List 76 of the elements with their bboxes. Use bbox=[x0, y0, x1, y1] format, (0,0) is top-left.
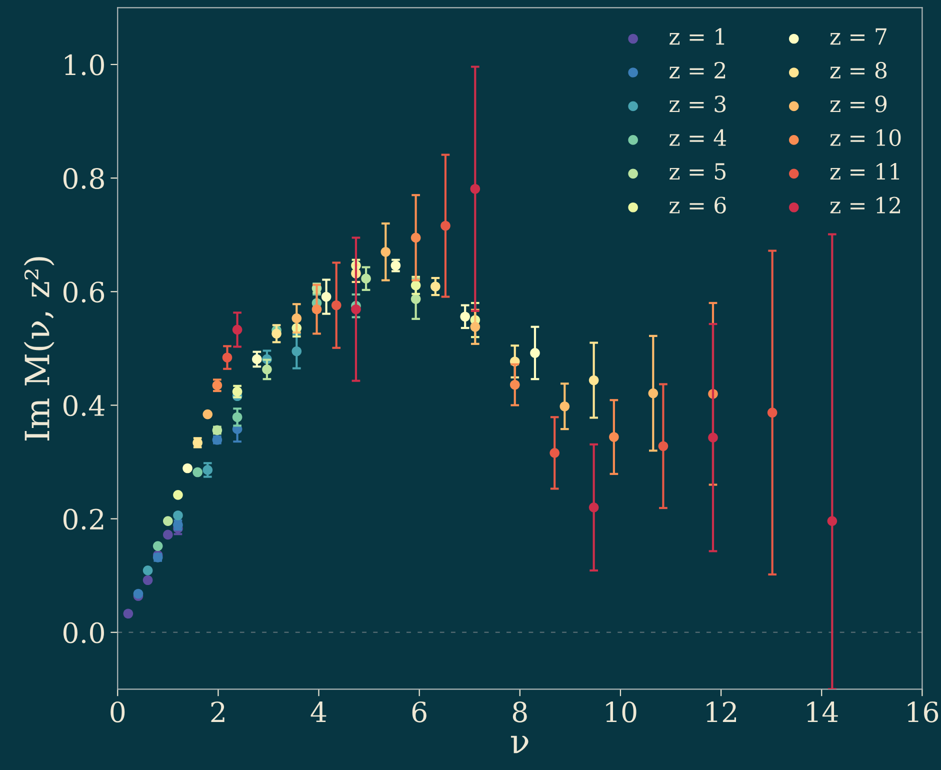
point bbox=[470, 184, 480, 194]
point bbox=[182, 463, 192, 474]
y-axis-title: Im M(ν, z²) bbox=[24, 257, 54, 441]
y-tick-label: 0.0 bbox=[63, 622, 104, 644]
point bbox=[708, 432, 718, 442]
point bbox=[173, 510, 183, 520]
x-tick-label: 14 bbox=[807, 701, 838, 722]
point bbox=[410, 232, 421, 243]
legend-label: z = 10 bbox=[830, 129, 901, 146]
point bbox=[142, 575, 153, 586]
point bbox=[292, 313, 302, 324]
point bbox=[232, 412, 242, 422]
legend-label: z = 9 bbox=[830, 96, 887, 112]
x-axis-title: ν bbox=[510, 736, 528, 754]
point bbox=[192, 467, 202, 478]
x-tick-label: 12 bbox=[706, 701, 736, 722]
point bbox=[560, 401, 570, 412]
legend-label: z = 8 bbox=[830, 62, 887, 79]
point bbox=[588, 375, 599, 386]
point bbox=[351, 304, 361, 314]
point bbox=[530, 348, 540, 358]
y-tick-label: 0.4 bbox=[63, 395, 104, 416]
x-tick-label: 4 bbox=[310, 701, 326, 722]
point bbox=[658, 441, 668, 452]
point bbox=[609, 432, 619, 442]
legend-label: z = 4 bbox=[670, 129, 726, 146]
y-tick-label: 0.8 bbox=[63, 168, 104, 190]
point bbox=[470, 322, 480, 332]
point bbox=[380, 246, 391, 257]
point bbox=[152, 541, 163, 551]
point bbox=[588, 502, 599, 512]
point bbox=[292, 346, 302, 356]
point bbox=[767, 408, 778, 418]
point bbox=[460, 312, 470, 322]
legend-label: z = 12 bbox=[830, 196, 900, 214]
point bbox=[440, 220, 450, 231]
y-tick-label: 0.2 bbox=[63, 508, 104, 530]
point bbox=[272, 328, 282, 339]
point bbox=[410, 280, 421, 290]
point bbox=[331, 300, 342, 310]
point bbox=[123, 608, 134, 619]
x-tick-label: 0 bbox=[110, 701, 125, 722]
point bbox=[222, 352, 232, 362]
legend-label: z = 2 bbox=[670, 62, 726, 78]
point bbox=[410, 294, 421, 304]
x-tick-label: 8 bbox=[512, 701, 527, 722]
x-tick-label: 2 bbox=[211, 701, 224, 722]
point bbox=[163, 530, 173, 540]
point bbox=[202, 465, 213, 475]
point bbox=[550, 448, 560, 458]
point bbox=[232, 324, 242, 335]
point bbox=[312, 304, 322, 314]
legend-label: z = 7 bbox=[830, 28, 886, 45]
x-tick-label: 16 bbox=[908, 701, 938, 722]
point bbox=[133, 588, 144, 599]
point bbox=[252, 354, 262, 364]
point bbox=[173, 490, 183, 500]
legend-label: z = 5 bbox=[670, 163, 726, 180]
legend-label: z = 6 bbox=[670, 196, 726, 214]
x-tick-label: 10 bbox=[606, 701, 636, 722]
point bbox=[202, 409, 213, 420]
legend-label: z = 1 bbox=[670, 28, 724, 45]
x-tick-label: 6 bbox=[412, 701, 426, 722]
point bbox=[361, 274, 371, 284]
point bbox=[262, 364, 272, 374]
point bbox=[321, 292, 332, 302]
y-tick-label: 1.0 bbox=[65, 54, 104, 76]
point bbox=[142, 566, 153, 576]
legend-label: z = 11 bbox=[830, 163, 900, 180]
y-tick-label: 0.6 bbox=[63, 282, 104, 303]
point bbox=[510, 380, 520, 390]
point bbox=[827, 516, 838, 526]
point bbox=[430, 282, 440, 292]
legend-label: z = 3 bbox=[670, 96, 726, 112]
point bbox=[648, 388, 658, 398]
point bbox=[163, 516, 173, 526]
